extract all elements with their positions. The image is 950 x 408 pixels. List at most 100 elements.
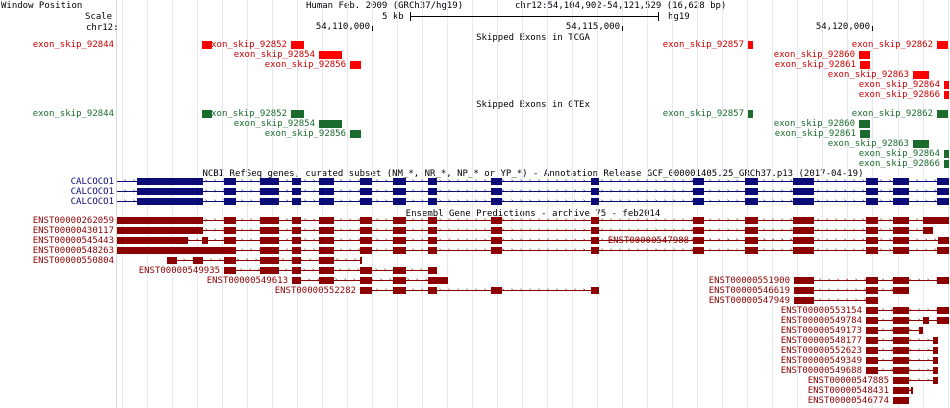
refseq-exon[interactable] bbox=[260, 188, 279, 195]
refseq-exon[interactable] bbox=[937, 188, 949, 195]
ensembl-exon[interactable] bbox=[260, 217, 279, 224]
ensembl-exon[interactable] bbox=[224, 227, 236, 234]
gtex-exon-block[interactable] bbox=[944, 160, 949, 168]
refseq-exon[interactable] bbox=[393, 198, 406, 205]
ensembl-exon[interactable] bbox=[893, 287, 909, 294]
ensembl-track-title[interactable]: Ensembl Gene Predictions - archive 75 - … bbox=[405, 209, 661, 219]
refseq-exon[interactable] bbox=[745, 198, 758, 205]
ensembl-exon[interactable] bbox=[117, 227, 203, 234]
refseq-exon[interactable] bbox=[292, 198, 301, 205]
refseq-exon[interactable] bbox=[866, 178, 878, 185]
gtex-exon-block[interactable] bbox=[748, 110, 753, 118]
ensembl-transcript-label[interactable]: ENST00000550804 bbox=[32, 256, 114, 266]
ensembl-exon[interactable] bbox=[893, 357, 909, 364]
refseq-exon[interactable] bbox=[319, 198, 334, 205]
gtex-exon-label[interactable]: exon_skip_92844 bbox=[32, 109, 114, 119]
tcga-exon-label[interactable]: exon_skip_92854 bbox=[233, 50, 315, 60]
refseq-exon[interactable] bbox=[937, 178, 949, 185]
gtex-exon-block[interactable] bbox=[937, 110, 948, 118]
ensembl-transcript-label[interactable]: ENST00000547988 bbox=[607, 236, 689, 246]
tcga-exon-block[interactable] bbox=[748, 41, 753, 49]
ensembl-transcript-label[interactable]: ENST00000549173 bbox=[780, 326, 862, 336]
refseq-exon[interactable] bbox=[937, 198, 949, 205]
ensembl-intron-line[interactable] bbox=[117, 230, 933, 231]
ensembl-exon[interactable] bbox=[319, 237, 334, 244]
ensembl-exon[interactable] bbox=[866, 367, 878, 374]
gtex-track-title[interactable]: Skipped Exons in GTEx bbox=[476, 100, 590, 110]
ensembl-exon[interactable] bbox=[793, 217, 814, 224]
ensembl-transcript-label[interactable]: ENST00000546619 bbox=[708, 286, 790, 296]
ensembl-exon[interactable] bbox=[923, 227, 933, 234]
ensembl-exon[interactable] bbox=[866, 327, 878, 334]
tcga-exon-block[interactable] bbox=[860, 61, 870, 69]
ensembl-exon[interactable] bbox=[893, 397, 909, 404]
ensembl-exon[interactable] bbox=[866, 337, 878, 344]
ensembl-exon[interactable] bbox=[866, 317, 878, 324]
tcga-exon-label[interactable]: exon_skip_92852 bbox=[205, 40, 287, 50]
refseq-intron-line[interactable] bbox=[117, 201, 949, 202]
ensembl-exon[interactable] bbox=[933, 367, 938, 374]
ensembl-exon[interactable] bbox=[793, 227, 814, 234]
refseq-exon[interactable] bbox=[428, 178, 437, 185]
refseq-exon[interactable] bbox=[260, 198, 279, 205]
refseq-exon[interactable] bbox=[591, 188, 599, 195]
tcga-exon-label[interactable]: exon_skip_92863 bbox=[827, 70, 909, 80]
refseq-exon[interactable] bbox=[793, 178, 814, 185]
ensembl-exon[interactable] bbox=[866, 297, 878, 304]
refseq-exon[interactable] bbox=[591, 198, 599, 205]
ensembl-exon[interactable] bbox=[866, 247, 878, 254]
ensembl-exon[interactable] bbox=[393, 227, 406, 234]
ensembl-exon[interactable] bbox=[428, 217, 437, 224]
refseq-exon[interactable] bbox=[319, 178, 334, 185]
refseq-gene-label[interactable]: CALCOCO1 bbox=[70, 177, 114, 187]
refseq-exon[interactable] bbox=[137, 188, 203, 195]
ensembl-transcript-label[interactable]: ENST00000430117 bbox=[32, 226, 114, 236]
refseq-exon[interactable] bbox=[292, 178, 301, 185]
ensembl-transcript-label[interactable]: ENST00000549784 bbox=[780, 316, 862, 326]
gtex-exon-label[interactable]: exon_skip_92860 bbox=[773, 119, 855, 129]
ensembl-exon[interactable] bbox=[117, 247, 236, 254]
refseq-exon[interactable] bbox=[393, 178, 406, 185]
refseq-exon[interactable] bbox=[428, 198, 437, 205]
ensembl-exon[interactable] bbox=[319, 277, 334, 284]
ensembl-exon[interactable] bbox=[428, 247, 437, 254]
ensembl-exon[interactable] bbox=[933, 347, 938, 354]
ensembl-exon[interactable] bbox=[866, 357, 878, 364]
ensembl-exon[interactable] bbox=[393, 277, 406, 284]
ensembl-transcript-label[interactable]: ENST00000553154 bbox=[780, 306, 862, 316]
ensembl-exon[interactable] bbox=[393, 287, 406, 294]
ensembl-exon[interactable] bbox=[893, 347, 909, 354]
ensembl-exon[interactable] bbox=[911, 387, 913, 394]
ensembl-transcript-label[interactable]: ENST00000548177 bbox=[780, 336, 862, 346]
ensembl-exon[interactable] bbox=[893, 327, 909, 334]
refseq-exon[interactable] bbox=[393, 188, 406, 195]
ensembl-exon[interactable] bbox=[866, 217, 878, 224]
ensembl-transcript-label[interactable]: ENST00000552623 bbox=[780, 346, 862, 356]
ensembl-exon[interactable] bbox=[693, 217, 704, 224]
ensembl-exon[interactable] bbox=[202, 237, 208, 244]
ensembl-transcript-label[interactable]: ENST00000262059 bbox=[32, 216, 114, 226]
gtex-exon-block[interactable] bbox=[202, 110, 212, 118]
tcga-exon-block[interactable] bbox=[944, 91, 949, 99]
ensembl-exon[interactable] bbox=[260, 227, 279, 234]
gtex-exon-block[interactable] bbox=[319, 120, 342, 128]
ensembl-exon[interactable] bbox=[745, 227, 758, 234]
ensembl-exon[interactable] bbox=[923, 217, 949, 224]
ensembl-exon[interactable] bbox=[591, 217, 599, 224]
ensembl-exon[interactable] bbox=[360, 227, 372, 234]
ensembl-exon[interactable] bbox=[360, 277, 372, 284]
refseq-exon[interactable] bbox=[428, 188, 437, 195]
refseq-exon[interactable] bbox=[360, 188, 372, 195]
ensembl-exon[interactable] bbox=[360, 257, 362, 264]
ensembl-exon[interactable] bbox=[893, 387, 909, 394]
ensembl-exon[interactable] bbox=[428, 277, 448, 284]
refseq-exon[interactable] bbox=[745, 188, 758, 195]
ensembl-intron-line[interactable] bbox=[893, 380, 938, 381]
tcga-exon-block[interactable] bbox=[291, 41, 304, 49]
ensembl-intron-line[interactable] bbox=[117, 250, 949, 251]
ensembl-exon[interactable] bbox=[491, 227, 502, 234]
ensembl-exon[interactable] bbox=[866, 287, 878, 294]
tcga-exon-block[interactable] bbox=[350, 61, 361, 69]
gtex-exon-label[interactable]: exon_skip_92866 bbox=[858, 159, 940, 169]
